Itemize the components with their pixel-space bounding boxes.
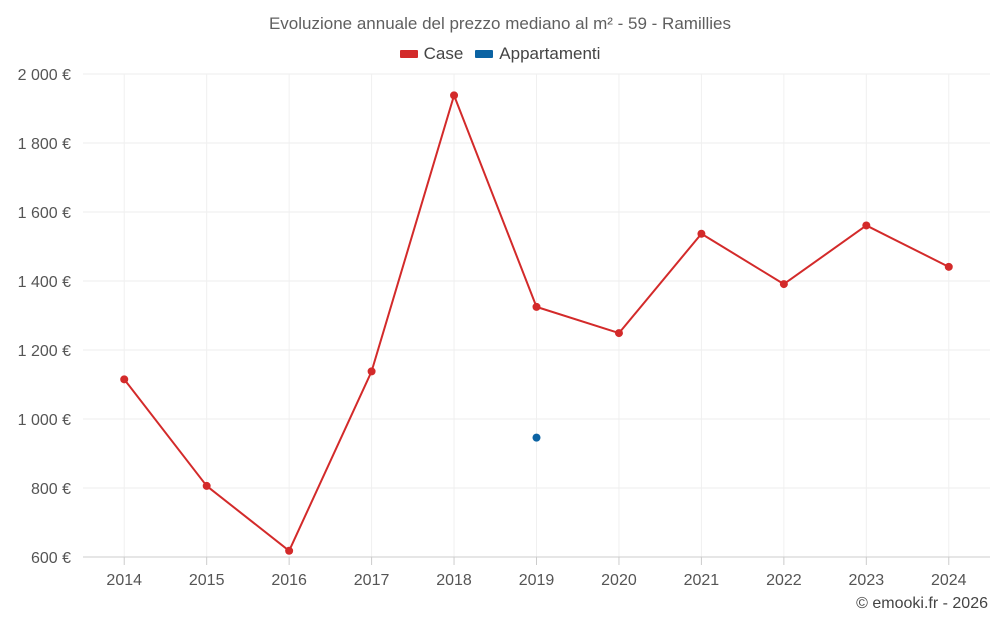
chart-title: Evoluzione annuale del prezzo mediano al… xyxy=(268,14,732,33)
y-tick-label: 1 400 € xyxy=(18,274,71,291)
data-point-case-2024 xyxy=(944,262,953,271)
x-tick-label: 2018 xyxy=(436,572,472,589)
data-point-case-2023 xyxy=(862,221,871,230)
x-tick-label: 2015 xyxy=(189,572,225,589)
y-tick-label: 1 000 € xyxy=(18,412,71,429)
y-tick-label: 1 600 € xyxy=(18,205,71,222)
y-tick-label: 800 € xyxy=(31,481,71,498)
legend-label-case: Case xyxy=(423,44,464,63)
y-tick-label: 1 800 € xyxy=(18,136,71,153)
x-tick-label: 2021 xyxy=(684,572,720,589)
legend-swatch-appartamenti xyxy=(475,50,494,58)
y-tick-label: 2 000 € xyxy=(18,67,71,84)
x-tick-label: 2022 xyxy=(766,572,802,589)
x-tick-label: 2016 xyxy=(271,572,307,589)
legend-item-appartamenti[interactable]: Appartamenti xyxy=(475,44,600,64)
x-tick-label: 2020 xyxy=(601,572,637,589)
data-point-case-2014 xyxy=(120,375,129,384)
legend-label-appartamenti: Appartamenti xyxy=(499,44,601,63)
data-point-appartamenti-2019 xyxy=(532,433,541,442)
data-point-case-2016 xyxy=(285,546,294,555)
y-tick-label: 1 200 € xyxy=(18,343,71,360)
x-tick-label: 2017 xyxy=(354,572,390,589)
data-point-case-2022 xyxy=(779,280,788,289)
legend: Case Appartamenti xyxy=(0,44,1000,64)
x-tick-label: 2024 xyxy=(931,572,967,589)
legend-swatch-case xyxy=(399,50,418,58)
y-tick-label: 600 € xyxy=(31,550,71,567)
x-tick-label: 2023 xyxy=(849,572,885,589)
x-tick-label: 2014 xyxy=(106,572,142,589)
data-point-case-2021 xyxy=(697,229,706,238)
data-point-case-2019 xyxy=(532,302,541,311)
data-point-case-2020 xyxy=(614,329,623,338)
data-point-case-2017 xyxy=(367,367,376,376)
data-point-case-2015 xyxy=(202,481,211,490)
data-point-case-2018 xyxy=(450,91,459,100)
x-tick-label: 2019 xyxy=(519,572,555,589)
credit: © emooki.fr - 2026 xyxy=(856,595,988,612)
legend-item-case[interactable]: Case xyxy=(399,44,464,64)
